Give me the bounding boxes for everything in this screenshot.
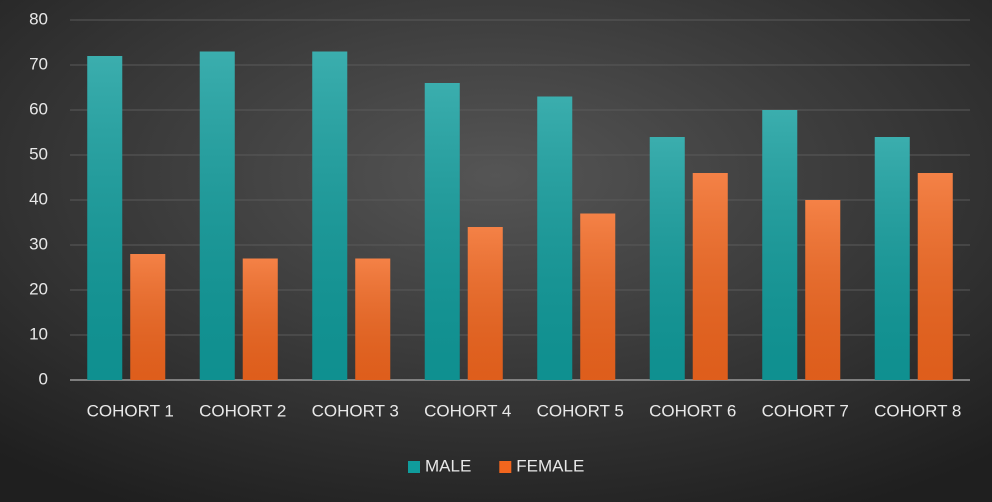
bar-shine	[649, 137, 685, 380]
y-tick-label: 40	[29, 189, 48, 208]
bar-shine	[355, 258, 391, 380]
bar-shine	[130, 254, 166, 380]
x-tick-label: COHORT 2	[199, 401, 286, 420]
bar-shine	[805, 200, 841, 380]
x-tick-label: COHORT 1	[87, 401, 174, 420]
bar-shine	[537, 96, 573, 380]
x-tick-label: COHORT 5	[537, 401, 624, 420]
legend-swatch	[408, 461, 420, 473]
bar-shine	[87, 56, 123, 380]
bar-shine	[692, 173, 728, 380]
x-tick-label: COHORT 8	[874, 401, 961, 420]
legend-label: FEMALE	[516, 456, 584, 475]
bar-shine	[762, 110, 798, 380]
legend-swatch	[499, 461, 512, 473]
bar-shine	[312, 51, 348, 380]
x-tick-label: COHORT 6	[649, 401, 736, 420]
bar-shine	[467, 227, 503, 380]
bar-shine	[199, 51, 235, 380]
y-tick-label: 20	[29, 279, 48, 298]
bar-shine	[242, 258, 278, 380]
bar-shine	[917, 173, 953, 380]
y-tick-label: 30	[29, 234, 48, 253]
x-tick-label: COHORT 4	[424, 401, 511, 420]
y-tick-label: 50	[29, 144, 48, 163]
bar-shine	[874, 137, 910, 380]
y-tick-label: 70	[29, 54, 48, 73]
bar-shine	[424, 83, 460, 380]
x-tick-label: COHORT 7	[762, 401, 849, 420]
y-tick-label: 80	[29, 9, 48, 28]
legend-label: MALE	[425, 456, 471, 475]
y-tick-label: 0	[39, 369, 48, 388]
y-tick-label: 10	[29, 324, 48, 343]
y-tick-label: 60	[29, 99, 48, 118]
x-tick-label: COHORT 3	[312, 401, 399, 420]
bar-shine	[580, 213, 616, 380]
